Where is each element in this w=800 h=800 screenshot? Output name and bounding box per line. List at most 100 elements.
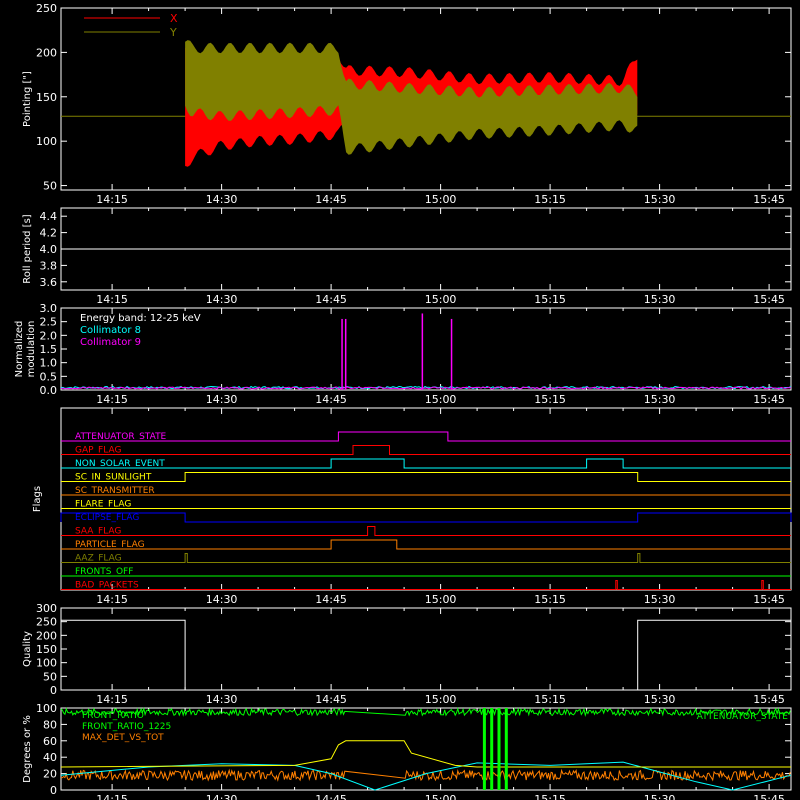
x-tick-label: 14:15: [96, 593, 128, 606]
y-tick-label: 3.6: [40, 276, 58, 289]
y-axis-label: Normalized: [14, 321, 25, 378]
x-tick-label: 15:30: [644, 293, 676, 306]
front-ratio-line: [60, 707, 791, 717]
x-tick-label: 15:45: [753, 793, 785, 800]
x-tick-label: 15:45: [753, 393, 785, 406]
y-tick-label: 2.0: [40, 329, 58, 342]
x-tick-label: 15:30: [644, 193, 676, 206]
y-tick-label: 2.5: [40, 316, 58, 329]
y-tick-label: 100: [36, 702, 57, 715]
y-tick-label: 40: [43, 751, 57, 764]
x-tick-label: 15:15: [534, 793, 566, 800]
x-tick-label: 14:30: [206, 793, 238, 800]
x-tick-label: 15:15: [534, 293, 566, 306]
flag-label: FLARE_FLAG: [75, 500, 131, 510]
y-tick-label: 150: [36, 643, 57, 656]
y-tick-label: 50: [43, 670, 57, 683]
y-tick-label: 250: [36, 2, 57, 15]
x-tick-label: 14:45: [315, 693, 347, 706]
y-tick-label: 3.0: [40, 302, 58, 315]
y-axis-label: modulation: [26, 321, 37, 378]
x-tick-label: 15:30: [644, 793, 676, 800]
legend-label: FRONT_RATIO: [82, 711, 144, 721]
legend-label: Y: [169, 26, 177, 39]
panel-2: 14:15 14:30 14:45 15:00 15:15 15:30 15:45 3.6 3.…: [22, 207, 792, 306]
y-axis-label: Pointing ["]: [22, 71, 33, 127]
legend-label: Collimator 9: [80, 337, 141, 348]
y-tick-label: 0.5: [40, 370, 58, 383]
legend-label: FRONT_RATIO_1225: [82, 722, 171, 732]
flag-label: ATTENUATOR_STATE: [75, 432, 167, 442]
x-tick-label: 14:45: [315, 293, 347, 306]
flag-trace-attenuator_state: [61, 431, 791, 442]
y-axis-label: Flags: [32, 486, 43, 512]
y-tick-label: 200: [36, 629, 57, 642]
x-tick-label: 15:00: [425, 693, 457, 706]
panel-6: 14:15 14:30 14:45 15:00 15:15 15:30 15:45 0 20 40…: [22, 702, 792, 800]
x-tick-label: 15:30: [644, 693, 676, 706]
x-tick-label: 14:15: [96, 393, 128, 406]
y-tick-label: 0.0: [40, 384, 58, 397]
x-tick-label: 15:15: [534, 593, 566, 606]
x-tick-label: 15:15: [534, 393, 566, 406]
x-tick-label: 15:15: [534, 193, 566, 206]
x-tick-label: 14:30: [206, 693, 238, 706]
panel-4: 14:15 14:30 14:45 15:00 15:15 15:30 15:45 Flags…: [32, 407, 792, 606]
y-tick-label: 250: [36, 616, 57, 629]
front-ratio-spike: [497, 708, 501, 790]
panel-frame: [60, 7, 792, 191]
y-axis-label: Roll period [s]: [22, 214, 33, 283]
y-tick-label: 20: [43, 768, 57, 781]
panel-5: 14:15 14:30 14:45 15:00 15:15 15:30 15:45 05010…: [22, 602, 792, 706]
flag-label: ECLIPSE_FLAG: [75, 513, 139, 523]
x-tick-label: 14:15: [96, 193, 128, 206]
x-tick-label: 15:15: [534, 693, 566, 706]
x-tick-label: 15:30: [644, 393, 676, 406]
flag-label: SC_IN_SUNLIGHT: [75, 473, 152, 483]
x-tick-label: 15:45: [753, 693, 785, 706]
quality-line: [61, 619, 791, 691]
y-tick-label: 300: [36, 602, 57, 615]
series-Y-band: [185, 40, 638, 155]
y-tick-label: 3.8: [40, 259, 58, 272]
flag-label: SC_TRANSMITTER: [75, 486, 155, 496]
x-tick-label: 14:45: [315, 793, 347, 800]
flag-trace-gap_flag: [61, 445, 791, 455]
panel-frame: [60, 707, 792, 791]
x-tick-label: 15:00: [425, 193, 457, 206]
front-ratio-spike: [490, 708, 494, 790]
x-tick-label: 14:30: [206, 193, 238, 206]
flag-trace-sc_in_sunlight: [61, 472, 791, 482]
y-tick-label: 4.0: [40, 243, 58, 256]
y-tick-label: 80: [43, 718, 57, 731]
y-tick-label: 4.4: [40, 210, 58, 223]
y-axis-label: Quality: [22, 631, 33, 667]
y-tick-label: 4.2: [40, 227, 58, 240]
flag-label: GAP_FLAG: [75, 446, 121, 456]
x-tick-label: 14:15: [96, 293, 128, 306]
x-tick-label: 15:00: [425, 593, 457, 606]
front-ratio-spike: [504, 708, 508, 790]
x-tick-label: 15:00: [425, 293, 457, 306]
x-tick-label: 15:45: [753, 293, 785, 306]
x-tick-label: 14:15: [96, 793, 128, 800]
flag-trace-aaz_flag: [61, 553, 791, 563]
x-tick-label: 15:00: [425, 393, 457, 406]
x-tick-label: 14:15: [96, 693, 128, 706]
y-tick-label: 0: [50, 784, 57, 797]
flag-trace-saa_flag: [61, 526, 791, 536]
legend-label: MAX_DET_VS_TOT: [82, 733, 164, 743]
flag-label: PARTICLE_FLAG: [75, 540, 145, 550]
flag-trace-bad_packets: [61, 580, 791, 590]
flag-trace-non_solar_event: [61, 458, 791, 469]
y-tick-label: 200: [36, 46, 57, 59]
flag-trace-particle_flag: [61, 539, 791, 550]
x-tick-label: 14:30: [206, 593, 238, 606]
x-tick-label: 14:30: [206, 393, 238, 406]
flag-label: NON_SOLAR_EVENT: [75, 459, 165, 469]
flag-label: FRONTS_OFF: [75, 567, 133, 577]
flag-label: AAZ_FLAG: [75, 554, 122, 564]
y-tick-label: 150: [36, 91, 57, 104]
y-tick-label: 60: [43, 735, 57, 748]
